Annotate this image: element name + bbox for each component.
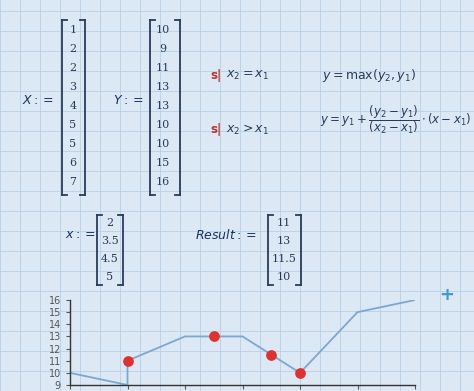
Text: 3.5: 3.5 — [101, 236, 119, 246]
Text: 11: 11 — [277, 218, 291, 228]
Point — [210, 333, 218, 339]
Text: 10: 10 — [156, 120, 170, 130]
Text: 1: 1 — [69, 25, 77, 35]
Text: 2: 2 — [69, 63, 77, 73]
Text: 10: 10 — [277, 272, 291, 282]
Text: 15: 15 — [156, 158, 170, 168]
Text: $\mathit{Result} :=$: $\mathit{Result} :=$ — [195, 228, 257, 242]
Text: $y = \mathrm{max}\left(y_2, y_1\right)$: $y = \mathrm{max}\left(y_2, y_1\right)$ — [322, 66, 416, 84]
Text: $x :=$: $x :=$ — [65, 228, 95, 242]
Point — [296, 370, 304, 376]
Text: 16: 16 — [156, 177, 170, 187]
Text: 13: 13 — [156, 101, 170, 111]
Text: $\mathbf{s|}$: $\mathbf{s|}$ — [210, 122, 222, 138]
Text: $Y :=$: $Y :=$ — [113, 93, 144, 106]
Text: +: + — [439, 286, 455, 304]
Text: 10: 10 — [156, 25, 170, 35]
Text: $y = y_1 + \dfrac{(y_2 - y_1)}{(x_2 - x_1)} \cdot (x - x_1)$: $y = y_1 + \dfrac{(y_2 - y_1)}{(x_2 - x_… — [320, 104, 471, 136]
Text: 11.5: 11.5 — [272, 254, 296, 264]
Text: 7: 7 — [70, 177, 76, 187]
Text: 6: 6 — [69, 158, 77, 168]
Text: 3: 3 — [69, 82, 77, 92]
Point — [267, 352, 275, 358]
Text: 11: 11 — [156, 63, 170, 73]
Text: 5: 5 — [69, 139, 77, 149]
Text: 5: 5 — [69, 120, 77, 130]
Text: 4.5: 4.5 — [101, 254, 119, 264]
Text: 13: 13 — [156, 82, 170, 92]
Text: $\mathbf{s|}$: $\mathbf{s|}$ — [210, 66, 222, 84]
Text: 10: 10 — [156, 139, 170, 149]
Point — [124, 358, 131, 364]
Text: 9: 9 — [159, 44, 166, 54]
Text: $x_2 = x_1$: $x_2 = x_1$ — [226, 68, 269, 82]
Text: 13: 13 — [277, 236, 291, 246]
Text: $X :=$: $X :=$ — [22, 93, 54, 106]
Text: 2: 2 — [69, 44, 77, 54]
Text: 2: 2 — [107, 218, 114, 228]
Text: $x_2 > x_1$: $x_2 > x_1$ — [226, 123, 269, 137]
Text: 4: 4 — [69, 101, 77, 111]
Text: 5: 5 — [107, 272, 114, 282]
